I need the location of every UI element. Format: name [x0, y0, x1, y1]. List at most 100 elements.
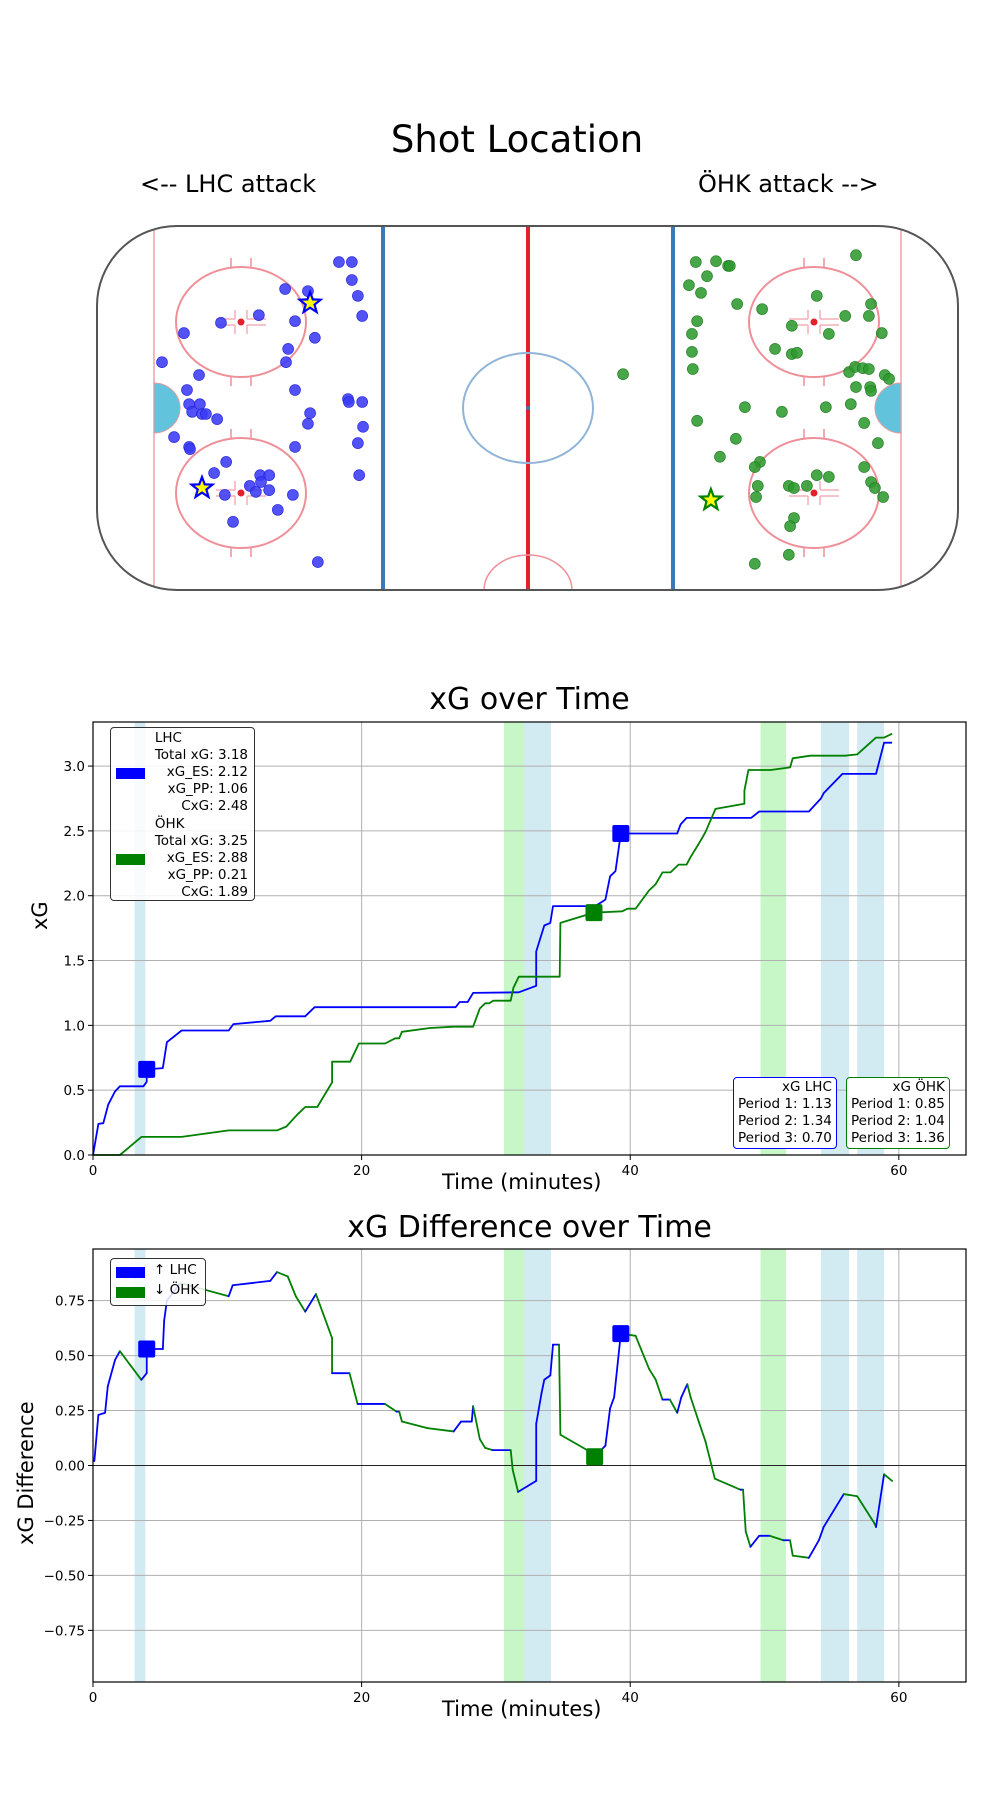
shot-marker-lhc	[200, 408, 212, 420]
diff-segment-lhc	[304, 1293, 317, 1313]
y-tick-label: 0.75	[55, 1294, 85, 1310]
goal-marker-lhc	[138, 1340, 156, 1358]
diff-chart-legend: ↑ LHC ↓ ÖHK	[110, 1258, 206, 1306]
left-goal-crease	[153, 382, 181, 434]
shot-marker-ohk	[858, 461, 870, 473]
shot-marker-lhc	[208, 467, 220, 479]
shot-marker-ohk	[739, 401, 751, 413]
shot-marker-ohk	[783, 549, 795, 561]
shot-marker-lhc	[289, 315, 301, 327]
faceoff-circle	[748, 258, 880, 386]
period-box-lhc-title: xG LHC	[782, 1079, 832, 1095]
shot-marker-ohk	[823, 471, 835, 483]
diff-segment-lhc	[822, 1493, 845, 1528]
diff-segment-lhc	[227, 1284, 234, 1298]
y-tick-label: 3.0	[64, 759, 85, 775]
period-box-lhc-p1: Period 1: 1.13	[738, 1096, 832, 1112]
y-tick-label: 1.5	[64, 954, 85, 970]
shot-marker-lhc	[353, 469, 365, 481]
faceoff-dot	[237, 489, 245, 497]
legend-lhc-pp: xG_PP: 1.06	[167, 781, 248, 797]
goal-star-ohk	[697, 485, 725, 512]
diff-segment-ohk	[713, 1477, 742, 1491]
faceoff-dot	[237, 318, 245, 326]
legend-lhc-name: LHC	[154, 730, 182, 746]
diff-segment-ohk	[769, 1534, 785, 1542]
lhc-attack-direction-label: <-- LHC attack	[140, 170, 317, 198]
shot-marker-ohk	[686, 328, 698, 340]
shot-marker-ohk	[869, 482, 881, 494]
xg-chart-legend: LHC Total xG: 3.18 xG_ES: 2.12 xG_PP: 1.…	[110, 727, 255, 901]
period-box-ohk-p2: Period 2: 1.04	[851, 1113, 945, 1129]
y-tick-label: 0.5	[64, 1083, 85, 1099]
shot-marker-ohk	[731, 298, 743, 310]
diff-segment-lhc	[749, 1534, 761, 1548]
ohk-attack-direction-label: ÖHK attack -->	[698, 170, 879, 198]
diff-segment-ohk	[742, 1488, 747, 1533]
diff-segment-ohk	[689, 1396, 700, 1423]
diff-segment-lhc	[517, 1479, 538, 1493]
diff-segment-lhc	[97, 1411, 106, 1416]
diff-segment-lhc	[161, 1319, 166, 1350]
shot-marker-lhc	[282, 343, 294, 355]
shot-marker-ohk	[710, 255, 722, 267]
diff-segment-lhc	[140, 1372, 148, 1381]
shot-marker-lhc	[289, 441, 301, 453]
legend-swatch-ohk	[116, 854, 145, 865]
x-tick-label: 40	[622, 1690, 639, 1706]
shot-marker-ohk	[714, 450, 726, 463]
legend-ohk-cxg: CxG: 1.89	[181, 884, 248, 900]
xg-chart-frame	[92, 721, 967, 1156]
legend-lhc-es: xG_ES: 2.12	[166, 764, 248, 780]
diff-segment-ohk	[654, 1378, 664, 1401]
period-box-lhc-p2: Period 2: 1.34	[738, 1113, 832, 1129]
rink-markings	[97, 226, 958, 590]
center-faceoff-circle	[462, 352, 594, 464]
diff-segment-ohk	[634, 1334, 650, 1370]
shot-marker-ohk	[756, 303, 768, 315]
diff-chart-frame	[92, 1248, 967, 1683]
diff-segment-ohk	[558, 1343, 562, 1436]
shot-marker-ohk	[820, 401, 832, 413]
diff-segment-lhc	[875, 1473, 885, 1528]
diff-segment-lhc	[104, 1385, 109, 1414]
diff-segment-lhc	[452, 1420, 462, 1433]
x-tick-label: 60	[890, 1163, 907, 1179]
shot-marker-ohk	[801, 480, 813, 492]
diff-segment-ohk	[478, 1438, 487, 1449]
diff-segment-lhc	[613, 1332, 622, 1399]
diff-segment-lhc	[269, 1271, 278, 1282]
y-tick-label: 0.00	[55, 1459, 85, 1475]
shot-marker-ohk	[724, 260, 736, 272]
diff-segment-ohk	[426, 1427, 455, 1433]
diff-segment-ohk	[509, 1449, 514, 1471]
diff-segment-lhc	[609, 1396, 616, 1410]
diff-segment-ohk	[648, 1367, 657, 1381]
shot-marker-lhc	[250, 486, 262, 498]
shot-marker-lhc	[272, 504, 284, 516]
diff-segment-lhc	[106, 1359, 116, 1388]
shot-marker-lhc	[211, 413, 223, 425]
x-tick-label: 20	[353, 1690, 370, 1706]
shot-marker-ohk	[788, 482, 800, 494]
diff-segment-lhc	[231, 1279, 272, 1287]
diff-segment-ohk	[286, 1275, 297, 1298]
diff-segment-lhc	[535, 1392, 543, 1425]
shot-marker-lhc	[356, 310, 368, 322]
shot-marker-ohk	[865, 298, 877, 310]
xg-chart-x-axis-label: Time (minutes)	[442, 1170, 602, 1194]
shot-marker-lhc	[289, 384, 301, 396]
referee-crease	[483, 554, 573, 590]
period-box-lhc: xG LHC Period 1: 1.13 Period 2: 1.34 Per…	[733, 1077, 837, 1149]
x-tick-label: 0	[89, 1690, 98, 1706]
diff-segment-ohk	[791, 1554, 810, 1559]
shot-marker-lhc	[352, 290, 364, 302]
goal-star-lhc	[296, 288, 324, 315]
shot-marker-lhc	[302, 418, 314, 430]
goal-marker-lhc	[612, 1325, 630, 1343]
diff-segment-ohk	[348, 1372, 359, 1405]
diff-segment-ohk	[484, 1447, 494, 1452]
period-box-ohk: xG ÖHK Period 1: 0.85 Period 2: 1.04 Per…	[846, 1077, 950, 1149]
legend-lhc-cxg: CxG: 2.48	[181, 798, 248, 814]
diff-segment-ohk	[118, 1350, 143, 1381]
